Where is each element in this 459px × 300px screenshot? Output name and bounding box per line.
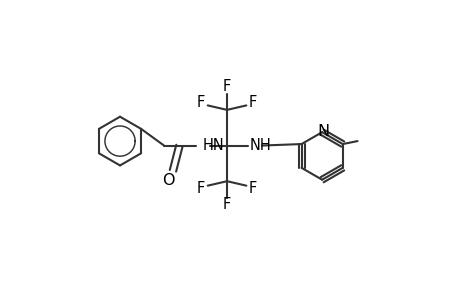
Text: F: F: [248, 95, 257, 110]
Text: N: N: [316, 124, 328, 139]
Text: O: O: [162, 173, 174, 188]
Text: F: F: [223, 197, 231, 212]
Text: F: F: [196, 181, 205, 196]
Text: F: F: [248, 181, 257, 196]
Text: NH: NH: [249, 138, 270, 153]
Text: F: F: [196, 95, 205, 110]
Text: HN: HN: [202, 138, 224, 153]
Text: F: F: [223, 79, 231, 94]
